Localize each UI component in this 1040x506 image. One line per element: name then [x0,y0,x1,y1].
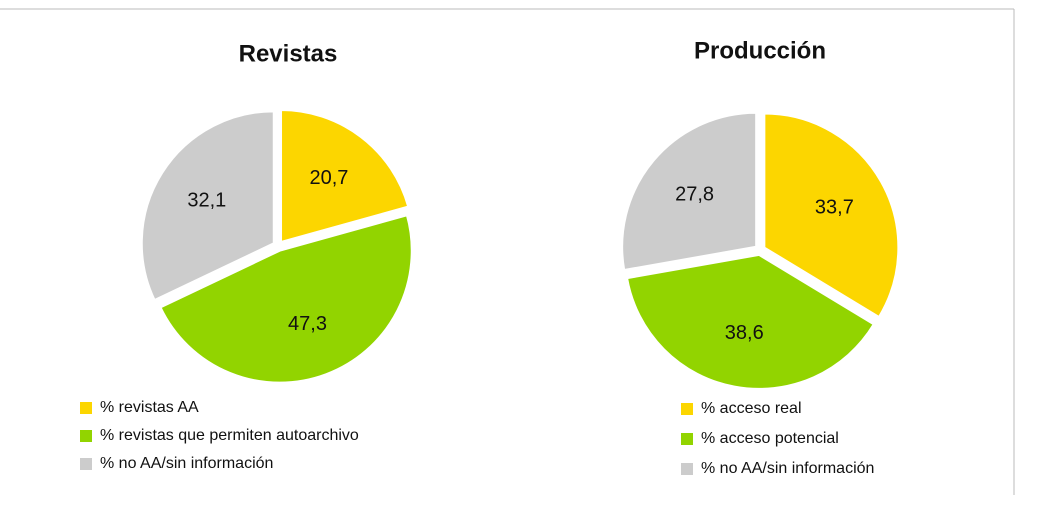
legend-swatch [80,458,92,470]
legend-swatch [681,403,693,415]
legend-label: % acceso potencial [701,430,839,447]
legend-label: % revistas AA [100,399,199,416]
pie-slice [280,109,410,244]
legend-swatch [80,402,92,414]
legend-swatch [681,433,693,445]
value-label: 47,3 [288,313,327,335]
pie-slice [621,111,758,272]
legend-label: % revistas que permiten autoarchivo [100,427,359,444]
legend-label: % acceso real [701,400,802,417]
pie-slice [159,214,413,384]
legend-swatch [681,463,693,475]
legend-label: % no AA/sin información [701,460,874,477]
value-label: 32,1 [187,189,226,211]
legend-swatch [80,430,92,442]
chart-title: Producción [694,37,826,64]
pie-slice [763,112,900,319]
value-label: 38,6 [725,322,764,344]
pie-slice [625,253,876,390]
value-label: 33,7 [815,196,854,218]
pie-slice [140,110,275,302]
legend-label: % no AA/sin información [100,455,273,472]
chart-title: Revistas [239,40,338,67]
value-label: 27,8 [675,183,714,205]
value-label: 20,7 [309,167,348,189]
